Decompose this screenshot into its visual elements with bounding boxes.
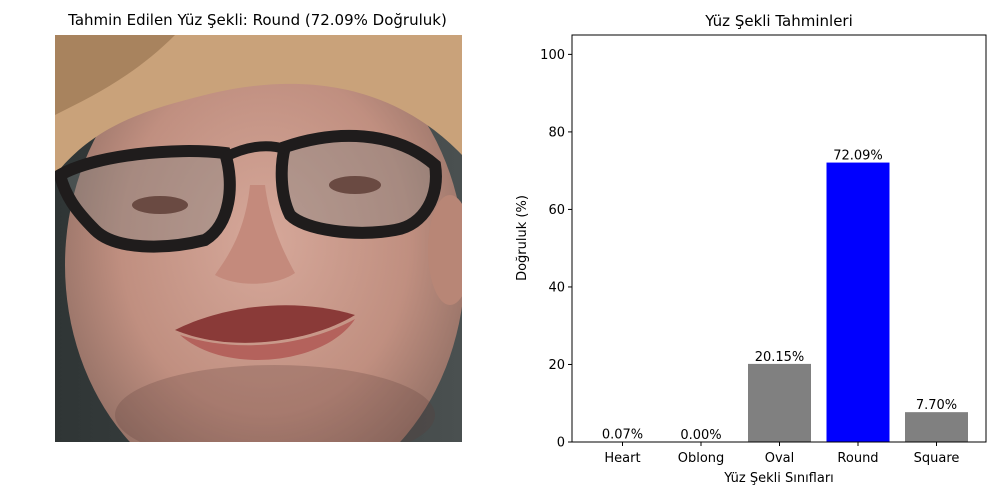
y-tick-label: 0 (557, 436, 565, 451)
y-tick-label: 20 (548, 358, 565, 373)
bar-square (905, 412, 968, 442)
bar-oval (748, 363, 811, 442)
x-tick-label: Heart (604, 451, 640, 466)
y-tick-label: 60 (548, 203, 565, 218)
x-tick-label: Round (837, 451, 878, 466)
face-photo (55, 35, 462, 442)
data-label-round: 72.09% (833, 149, 883, 164)
x-tick-label: Oblong (678, 451, 725, 466)
chart-title: Yüz Şekli Tahminleri (704, 12, 853, 30)
x-tick-label: Square (914, 451, 960, 466)
plot-frame (571, 34, 987, 443)
bar-round (826, 162, 890, 442)
data-label-oblong: 0.00% (680, 428, 721, 443)
y-axis-label: Doğruluk (%) (515, 195, 530, 281)
data-label-heart: 0.07% (602, 428, 643, 443)
y-tick-label: 100 (540, 48, 565, 63)
y-tick-label: 40 (548, 280, 565, 295)
x-axis-label: Yüz Şekli Sınıfları (723, 471, 834, 486)
x-tick-label: Oval (765, 451, 795, 466)
data-label-oval: 20.15% (755, 350, 805, 365)
photo-title: Tahmin Edilen Yüz Şekli: Round (72.09% D… (68, 11, 447, 29)
data-label-square: 7.70% (916, 398, 957, 413)
y-tick-label: 80 (548, 125, 565, 140)
